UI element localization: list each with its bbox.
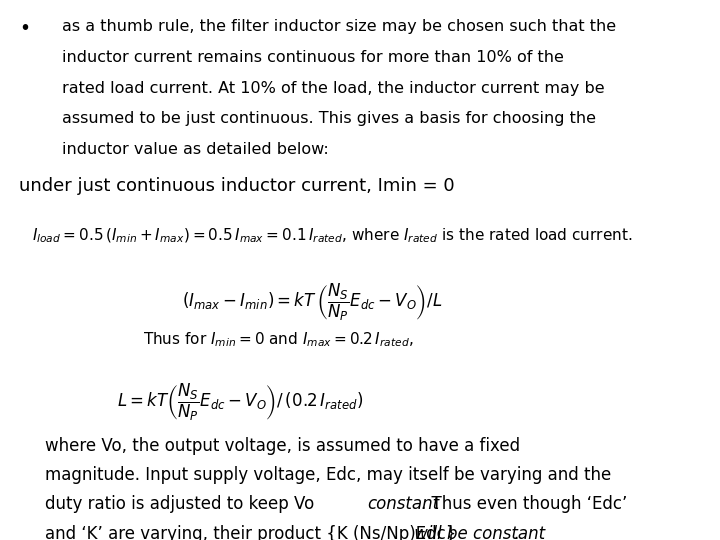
Text: $I_{load} = 0.5\,(I_{min} + I_{max}) = 0.5\,I_{max} = 0.1\,I_{rated}$, where $I_: $I_{load} = 0.5\,(I_{min} + I_{max}) = 0… xyxy=(32,226,633,245)
Text: assumed to be just continuous. This gives a basis for choosing the: assumed to be just continuous. This give… xyxy=(62,111,595,126)
Text: magnitude. Input supply voltage, Edc, may itself be varying and the: magnitude. Input supply voltage, Edc, ma… xyxy=(45,467,612,484)
Text: $(I_{max} - I_{min}) = kT\,\left(\dfrac{N_S}{N_P}E_{dc} - V_O\right)/L$: $(I_{max} - I_{min}) = kT\,\left(\dfrac{… xyxy=(182,282,442,323)
Text: as a thumb rule, the filter inductor size may be chosen such that the: as a thumb rule, the filter inductor siz… xyxy=(62,19,616,34)
Text: duty ratio is adjusted to keep Vo: duty ratio is adjusted to keep Vo xyxy=(45,496,315,514)
Text: will be constant: will be constant xyxy=(410,524,546,540)
Text: and ‘K’ are varying, their product {K (Ns/Np)Edc}: and ‘K’ are varying, their product {K (N… xyxy=(45,524,457,540)
Text: $L = kT\left(\dfrac{N_S}{N_P}E_{dc} - V_O\right)/\,(0.2\,I_{rated})$: $L = kT\left(\dfrac{N_S}{N_P}E_{dc} - V_… xyxy=(117,382,363,423)
Text: rated load current. At 10% of the load, the inductor current may be: rated load current. At 10% of the load, … xyxy=(62,80,604,96)
Text: inductor current remains continuous for more than 10% of the: inductor current remains continuous for … xyxy=(62,50,564,65)
Text: inductor value as detailed below:: inductor value as detailed below: xyxy=(62,142,328,157)
Text: under just continuous inductor current, Imin = 0: under just continuous inductor current, … xyxy=(19,177,455,195)
Text: constant: constant xyxy=(367,496,439,514)
Text: .: . xyxy=(513,524,518,540)
Text: Thus for $I_{min} = 0$ and $I_{max} = 0.2\,I_{rated},$: Thus for $I_{min} = 0$ and $I_{max} = 0.… xyxy=(143,331,414,349)
Text: where Vo, the output voltage, is assumed to have a fixed: where Vo, the output voltage, is assumed… xyxy=(45,437,521,455)
Text: •: • xyxy=(19,19,31,38)
Text: . Thus even though ‘Edc’: . Thus even though ‘Edc’ xyxy=(421,496,627,514)
